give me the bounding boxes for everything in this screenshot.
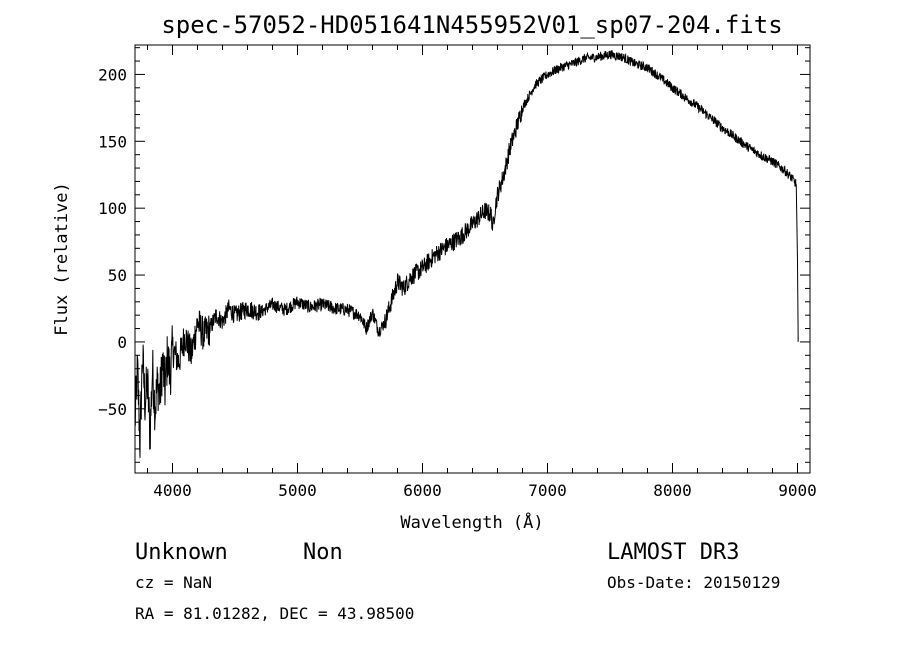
y-tick-label: 200 xyxy=(98,65,127,84)
object-subclass: Non xyxy=(303,540,343,565)
y-tick-label: 100 xyxy=(98,199,127,218)
x-tick-label: 9000 xyxy=(778,481,817,500)
coordinates: RA = 81.01282, DEC = 43.98500 xyxy=(135,604,414,623)
y-tick-label: 50 xyxy=(108,266,127,285)
plot-frame xyxy=(134,44,811,474)
y-tick-label: 150 xyxy=(98,132,127,151)
y-axis-label: Flux (relative) xyxy=(52,182,72,336)
x-tick-label: 7000 xyxy=(528,481,567,500)
survey-name: LAMOST DR3 xyxy=(607,540,739,565)
x-axis-label: Wavelength (Å) xyxy=(400,511,543,533)
x-tick-label: 6000 xyxy=(403,481,442,500)
x-tick-label: 8000 xyxy=(653,481,692,500)
spectrum-line xyxy=(134,50,799,458)
x-axis: 4000 5000 6000 7000 8000 9000 xyxy=(147,45,817,500)
y-axis: −50 0 50 100 150 200 xyxy=(98,47,810,463)
x-tick-label: 5000 xyxy=(278,481,317,500)
y-tick-label: 0 xyxy=(117,333,127,352)
observation-date: Obs-Date: 20150129 xyxy=(607,573,780,592)
redshift-value: cz = NaN xyxy=(135,573,212,592)
object-class: Unknown xyxy=(135,540,228,565)
x-tick-label: 4000 xyxy=(153,481,192,500)
y-tick-label: −50 xyxy=(98,400,127,419)
chart-title: spec-57052-HD051641N455952V01_sp07-204.f… xyxy=(161,11,782,39)
